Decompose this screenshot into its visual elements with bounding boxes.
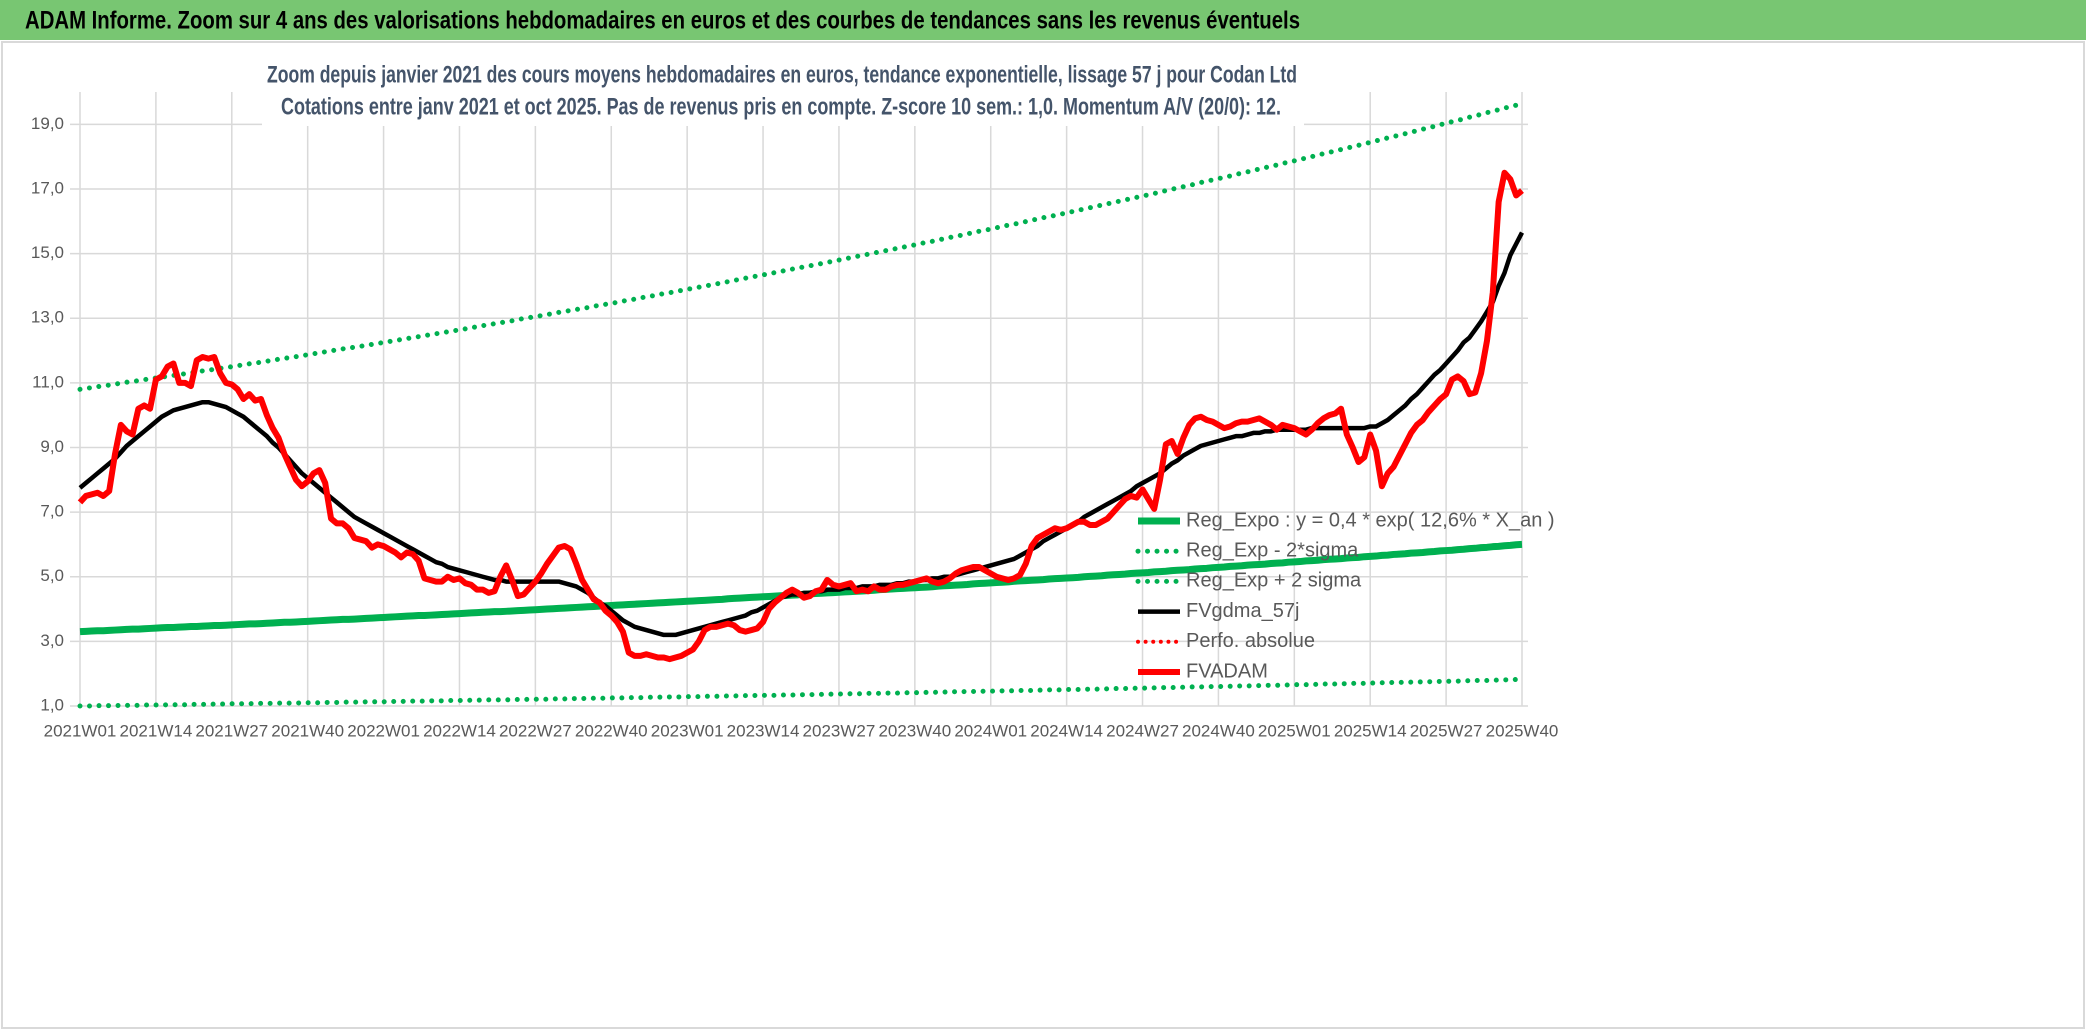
plot: 1,0 3,0 5,0 7,0 9,0 11,0 13,0 15,0 17,0 19,0 2021W… bbox=[31, 92, 1558, 740]
y-tick-label: 3,0 bbox=[40, 631, 64, 650]
legend-label: FVgdma_57j bbox=[1186, 600, 1299, 622]
chart-title: Zoom depuis janvier 2021 des cours moyen… bbox=[267, 61, 1297, 88]
x-tick-label: 2024W27 bbox=[1106, 721, 1179, 740]
y-tick-label: 19,0 bbox=[31, 114, 64, 133]
x-tick-label: 2021W40 bbox=[271, 721, 344, 740]
y-tick-label: 7,0 bbox=[40, 502, 64, 521]
y-tick-label: 11,0 bbox=[32, 372, 64, 391]
x-tick-label: 2022W14 bbox=[423, 721, 496, 740]
y-tick-label: 15,0 bbox=[31, 243, 64, 262]
x-tick-label: 2023W14 bbox=[727, 721, 800, 740]
legend-label: Reg_Exp + 2 sigma bbox=[1186, 570, 1362, 592]
chart-subtitle: Cotations entre janv 2021 et oct 2025. P… bbox=[281, 93, 1281, 120]
x-tick-label: 2023W40 bbox=[878, 721, 951, 740]
x-tick-label: 2025W14 bbox=[1334, 721, 1407, 740]
x-tick-label: 2025W40 bbox=[1486, 721, 1559, 740]
series-line bbox=[77, 101, 1525, 392]
x-tick-label: 2024W01 bbox=[954, 721, 1027, 740]
x-tick-label: 2021W14 bbox=[120, 721, 193, 740]
y-tick-label: 1,0 bbox=[40, 695, 64, 714]
x-tick-label: 2025W01 bbox=[1258, 721, 1331, 740]
x-tick-label: 2022W40 bbox=[575, 721, 648, 740]
y-tick-label: 9,0 bbox=[40, 437, 64, 456]
title-background bbox=[262, 58, 1304, 126]
x-tick-label: 2023W27 bbox=[803, 721, 876, 740]
y-tick-label: 17,0 bbox=[31, 178, 64, 197]
y-tick-label: 13,0 bbox=[31, 308, 64, 327]
x-tick-label: 2024W14 bbox=[1030, 721, 1103, 740]
legend-label: Perfo. absolue bbox=[1186, 630, 1315, 652]
chart-border bbox=[1, 41, 2085, 1029]
legend-label: FVADAM bbox=[1186, 660, 1268, 682]
header-bar bbox=[0, 0, 2086, 40]
legend: Reg_Expo : y = 0,4 * exp( 12,6% * X_an )… bbox=[1135, 509, 1555, 682]
legend-label: Reg_Exp - 2*sigma bbox=[1186, 539, 1359, 561]
x-tick-label: 2023W01 bbox=[651, 721, 724, 740]
x-tick-label: 2021W27 bbox=[195, 721, 268, 740]
x-tick-label: 2022W01 bbox=[347, 721, 420, 740]
x-tick-label: 2024W40 bbox=[1182, 721, 1255, 740]
series-line bbox=[77, 169, 1524, 663]
legend-label: Reg_Expo : y = 0,4 * exp( 12,6% * X_an ) bbox=[1186, 509, 1555, 531]
series-line bbox=[77, 677, 1525, 709]
header-title: ADAM Informe. Zoom sur 4 ans des valoris… bbox=[25, 7, 1300, 35]
x-tick-label: 2021W01 bbox=[44, 721, 117, 740]
x-tick-label: 2025W27 bbox=[1410, 721, 1483, 740]
y-tick-label: 5,0 bbox=[40, 566, 64, 585]
x-tick-label: 2022W27 bbox=[499, 721, 572, 740]
